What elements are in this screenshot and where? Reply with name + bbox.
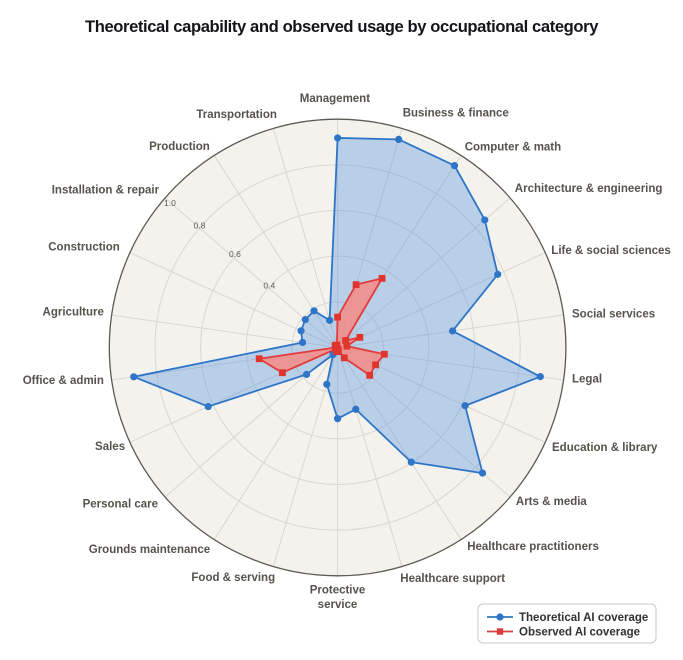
svg-text:Personal care: Personal care — [83, 499, 158, 511]
svg-text:Production: Production — [149, 141, 210, 153]
svg-text:Transportation: Transportation — [196, 109, 277, 121]
svg-text:Business & finance: Business & finance — [403, 108, 509, 120]
svg-text:0.6: 0.6 — [229, 249, 241, 259]
svg-text:Construction: Construction — [48, 241, 120, 253]
svg-text:Legal: Legal — [572, 374, 602, 386]
svg-text:service: service — [318, 599, 358, 611]
svg-text:Food & serving: Food & serving — [191, 572, 275, 584]
svg-text:Healthcare practitioners: Healthcare practitioners — [467, 541, 599, 553]
svg-text:Architecture & engineering: Architecture & engineering — [515, 183, 663, 195]
svg-text:1.0: 1.0 — [164, 198, 176, 208]
svg-text:0.4: 0.4 — [263, 280, 275, 290]
svg-text:Computer & math: Computer & math — [465, 141, 561, 153]
svg-text:Installation & repair: Installation & repair — [52, 185, 160, 197]
svg-text:Social services: Social services — [572, 308, 655, 320]
svg-text:Sales: Sales — [95, 441, 125, 453]
svg-text:Grounds maintenance: Grounds maintenance — [89, 544, 210, 556]
svg-text:Protective: Protective — [310, 585, 366, 597]
svg-text:Agriculture: Agriculture — [43, 307, 104, 319]
svg-text:Education & library: Education & library — [552, 442, 658, 454]
svg-text:0.8: 0.8 — [193, 220, 205, 230]
svg-text:Observed AI coverage: Observed AI coverage — [519, 627, 640, 639]
svg-text:Life & social sciences: Life & social sciences — [551, 245, 671, 257]
svg-text:Arts & media: Arts & media — [516, 496, 588, 508]
svg-text:Theoretical AI coverage: Theoretical AI coverage — [519, 612, 648, 624]
svg-text:Office & admin: Office & admin — [23, 375, 104, 387]
svg-text:Management: Management — [300, 93, 370, 105]
svg-text:Healthcare support: Healthcare support — [400, 573, 505, 585]
